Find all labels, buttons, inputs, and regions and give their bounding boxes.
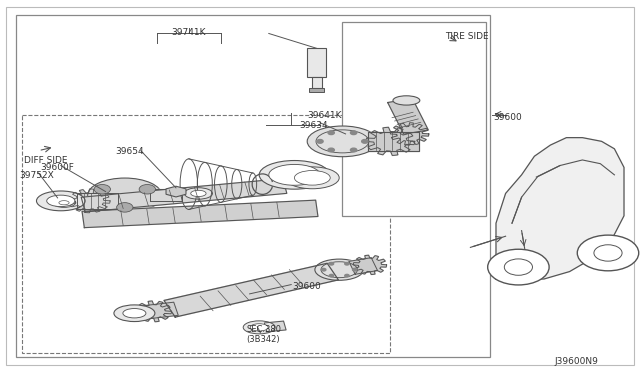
Text: J39600N9: J39600N9 bbox=[554, 357, 598, 366]
Ellipse shape bbox=[52, 198, 76, 208]
Bar bbox=[307, 48, 326, 77]
Text: (3B342): (3B342) bbox=[246, 335, 280, 344]
Circle shape bbox=[351, 148, 356, 152]
Circle shape bbox=[321, 269, 326, 271]
Ellipse shape bbox=[47, 195, 75, 206]
Ellipse shape bbox=[184, 188, 212, 199]
Bar bbox=[342, 22, 486, 216]
Text: 39641K: 39641K bbox=[307, 111, 342, 120]
Polygon shape bbox=[69, 189, 110, 213]
Text: 39654: 39654 bbox=[115, 147, 144, 156]
Text: SEC.380: SEC.380 bbox=[246, 326, 282, 334]
Ellipse shape bbox=[36, 191, 85, 211]
Circle shape bbox=[116, 203, 133, 212]
Text: TIRE SIDE: TIRE SIDE bbox=[445, 32, 489, 41]
Circle shape bbox=[329, 275, 333, 277]
Text: 39600: 39600 bbox=[493, 113, 522, 122]
Ellipse shape bbox=[259, 161, 330, 189]
Bar bbox=[16, 15, 490, 357]
Ellipse shape bbox=[315, 259, 364, 280]
Circle shape bbox=[345, 275, 349, 277]
Ellipse shape bbox=[123, 308, 146, 318]
Polygon shape bbox=[368, 132, 419, 151]
Polygon shape bbox=[164, 263, 339, 317]
Bar bbox=[312, 77, 322, 88]
Text: 39741K: 39741K bbox=[172, 28, 206, 37]
Polygon shape bbox=[150, 189, 182, 201]
Ellipse shape bbox=[307, 126, 378, 157]
Circle shape bbox=[329, 263, 333, 265]
Circle shape bbox=[353, 269, 357, 271]
Polygon shape bbox=[81, 179, 287, 212]
Ellipse shape bbox=[191, 190, 206, 196]
Circle shape bbox=[328, 131, 334, 135]
Ellipse shape bbox=[393, 96, 420, 105]
Ellipse shape bbox=[59, 201, 69, 205]
Ellipse shape bbox=[294, 170, 330, 185]
Text: 39634: 39634 bbox=[300, 121, 328, 130]
Polygon shape bbox=[141, 302, 179, 319]
Polygon shape bbox=[496, 138, 624, 279]
Text: DIFF SIDE: DIFF SIDE bbox=[24, 156, 68, 165]
Circle shape bbox=[317, 140, 323, 143]
Ellipse shape bbox=[269, 164, 320, 185]
Bar bbox=[22, 115, 390, 353]
Circle shape bbox=[577, 235, 639, 271]
Circle shape bbox=[345, 263, 349, 265]
Circle shape bbox=[594, 245, 622, 261]
Bar bbox=[309, 88, 324, 92]
Text: 39600F: 39600F bbox=[40, 163, 74, 172]
Circle shape bbox=[488, 249, 549, 285]
Circle shape bbox=[328, 148, 334, 152]
Ellipse shape bbox=[88, 178, 162, 212]
Polygon shape bbox=[353, 255, 387, 275]
Polygon shape bbox=[264, 321, 286, 332]
Polygon shape bbox=[136, 301, 172, 322]
Polygon shape bbox=[388, 98, 428, 134]
Ellipse shape bbox=[243, 321, 275, 334]
Polygon shape bbox=[390, 123, 429, 145]
Polygon shape bbox=[366, 127, 415, 155]
Circle shape bbox=[362, 140, 368, 143]
Circle shape bbox=[139, 185, 156, 194]
Text: 39600: 39600 bbox=[292, 282, 321, 291]
Ellipse shape bbox=[114, 305, 155, 321]
Polygon shape bbox=[349, 258, 378, 274]
Circle shape bbox=[504, 259, 532, 275]
Polygon shape bbox=[77, 193, 118, 209]
Circle shape bbox=[94, 185, 111, 194]
Ellipse shape bbox=[250, 324, 268, 331]
Text: 39752X: 39752X bbox=[19, 171, 54, 180]
Circle shape bbox=[351, 131, 356, 135]
Ellipse shape bbox=[285, 167, 339, 189]
Polygon shape bbox=[166, 186, 186, 197]
Polygon shape bbox=[82, 200, 318, 228]
